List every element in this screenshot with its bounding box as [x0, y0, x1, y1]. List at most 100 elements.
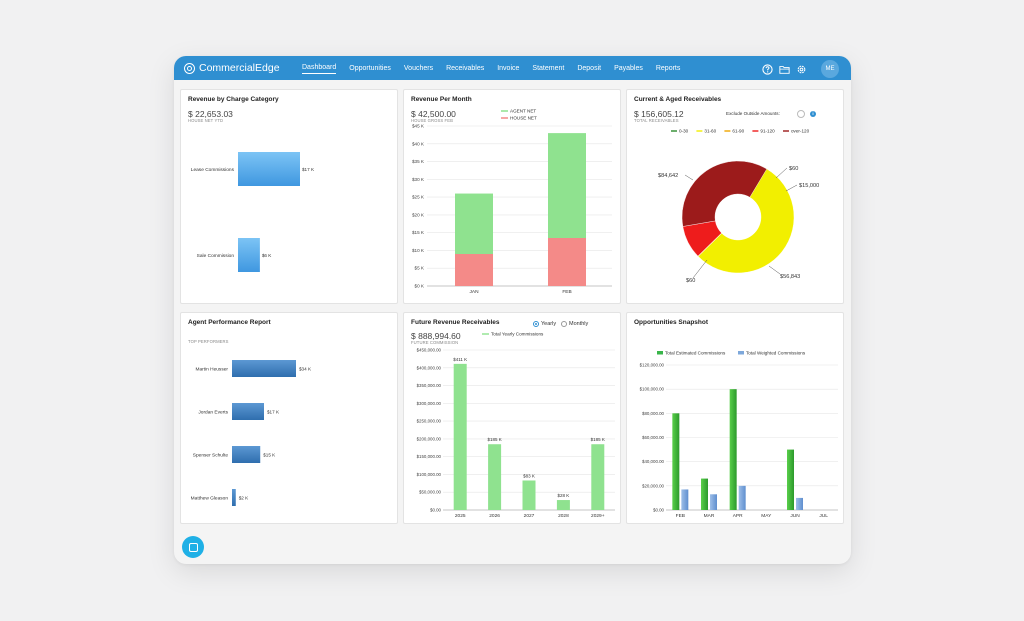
chat-icon[interactable]: [182, 536, 204, 558]
folder-icon[interactable]: [779, 64, 790, 75]
top-performers-label: TOP PERFORMERS: [188, 339, 229, 344]
current-aged-receivables-card: Current & Aged Receivables $ 156,605.12 …: [626, 89, 844, 304]
donut-data-label: $56,843: [780, 274, 800, 280]
revenue-per-month-card: Revenue Per Month $ 42,500.00 HOUSE GROS…: [403, 89, 621, 304]
revenue-by-charge-chart: Lease Commissions $17 K Sale Commission $6 …: [191, 152, 315, 272]
radio-monthly[interactable]: Monthly: [561, 321, 588, 327]
bar-data-label: $28 K: [558, 493, 570, 498]
revenue-per-month-chart: $0 K $5 K $10 K $15 K $20 K $25 K $30 K $35 K $4…: [412, 109, 612, 295]
nav-icon-group: ME: [762, 60, 839, 78]
donut-slice-over-120: [681, 160, 768, 227]
legend-label-house-net: HOUSE NET: [510, 116, 537, 121]
y-tick-label: $20 K: [412, 212, 425, 217]
house-net-sublabel: HOUSE NET YTD: [188, 118, 224, 123]
bar-category-label: Sale Commission: [197, 253, 235, 259]
gear-icon[interactable]: [796, 64, 807, 75]
donut-data-label: $84,642: [658, 173, 678, 179]
bar-data-label: $185 K: [591, 437, 605, 442]
nav-item-vouchers[interactable]: Vouchers: [403, 64, 434, 72]
card-title: Revenue Per Month: [411, 96, 472, 103]
agent-value-label: $17 K: [267, 409, 280, 414]
bar-0: [238, 152, 300, 186]
future-bar-2025: [453, 363, 467, 510]
legend-label-61-90: 61-90: [732, 129, 744, 134]
y-tick-label: $40 K: [412, 141, 425, 146]
legend-label: Total Yearly Commissions: [491, 332, 544, 337]
x-tick-label: JUL: [819, 513, 828, 519]
radio-monthly-label: Monthly: [569, 321, 589, 327]
y-tick-label: $0 K: [415, 284, 425, 289]
radio-monthly-dot: [561, 321, 567, 327]
nav-menu: Dashboard Opportunities Vouchers Receivable…: [302, 62, 680, 74]
y-tick-label: $20,000.00: [642, 483, 665, 488]
nav-item-receivables[interactable]: Receivables: [446, 64, 485, 72]
donut-slice-31-60: [697, 168, 795, 274]
card-title: Revenue by Charge Category: [188, 96, 279, 103]
nav-item-deposit[interactable]: Deposit: [577, 64, 602, 72]
y-tick-label: $0.00: [653, 508, 665, 513]
y-tick-label: $5 K: [415, 266, 425, 271]
x-tick-label: 2029+: [591, 513, 605, 519]
agent-bar-2: [232, 446, 261, 463]
total-receivables-sublabel: TOTAL RECEIVABLES: [634, 118, 679, 123]
x-tick-label: 2026: [489, 513, 500, 519]
bar-data-label: $411 K: [453, 357, 467, 362]
revenue-by-charge-card: Revenue by Charge Category $ 22,653.03 H…: [180, 89, 398, 304]
agent-name-label: Jordan Everts: [198, 409, 228, 415]
bar-estimated-APR: [729, 389, 737, 510]
agent-performance-chart: Martin Heusser $34 K Jordan Everts $17 K Spe…: [191, 360, 312, 506]
bar-house-net: [455, 254, 493, 286]
card-title: Agent Performance Report: [188, 319, 271, 326]
x-tick-label: MAY: [761, 513, 772, 519]
y-tick-label: $10 K: [412, 248, 425, 253]
legend-swatch-weighted: [738, 351, 744, 355]
future-bar-2029+: [591, 444, 605, 510]
y-tick-label: $80,000.00: [642, 411, 665, 416]
y-tick-label: $120,000.00: [640, 363, 665, 368]
radio-yearly[interactable]: Yearly: [533, 321, 556, 327]
bar-weighted-JUN: [796, 497, 803, 510]
y-tick-label: $250,000.00: [417, 419, 442, 424]
x-tick-label: APR: [733, 513, 743, 519]
nav-item-statement[interactable]: Statement: [532, 64, 565, 72]
bar-agent-net: [455, 193, 493, 254]
bar-data-label: $83 K: [523, 473, 535, 478]
user-avatar[interactable]: ME: [821, 60, 839, 78]
donut-leader-line: [785, 184, 798, 192]
y-tick-label: $450,000.00: [417, 348, 442, 353]
card-title: Current & Aged Receivables: [634, 96, 722, 103]
nav-item-dashboard[interactable]: Dashboard: [302, 62, 337, 74]
bar-estimated-MAR: [701, 478, 708, 510]
agent-value-label: $2 K: [239, 495, 249, 500]
nav-item-reports[interactable]: Reports: [655, 64, 681, 72]
help-circle-icon[interactable]: [762, 63, 773, 75]
bar-estimated-FEB: [672, 413, 680, 510]
donut-leader-line: [684, 174, 694, 181]
x-tick-label: JUN: [790, 513, 800, 519]
bar-category-label: Lease Commissions: [191, 167, 235, 173]
y-tick-label: $60,000.00: [642, 435, 665, 440]
exclude-outside-toggle[interactable]: [797, 110, 805, 118]
future-commission-sublabel: FUTURE COMMISSION: [411, 340, 459, 345]
radio-yearly-label: Yearly: [541, 321, 557, 327]
house-gross-sublabel: HOUSE GROSS FEB: [411, 118, 453, 123]
info-icon[interactable]: i: [810, 111, 816, 117]
nav-item-payables[interactable]: Payables: [614, 64, 643, 72]
x-tick-label: 2027: [524, 513, 535, 519]
agent-bar-0: [232, 360, 296, 377]
brand-logo[interactable]: CommercialEdge: [184, 62, 290, 74]
nav-item-opportunities[interactable]: Opportunities: [349, 64, 391, 72]
nav-item-invoice[interactable]: Invoice: [497, 64, 520, 72]
y-tick-label: $100,000.00: [417, 472, 442, 477]
bar-estimated-JUN: [787, 449, 794, 510]
donut-leader-line: [768, 265, 781, 275]
y-tick-label: $35 K: [412, 159, 425, 164]
bar-house-net: [548, 238, 586, 286]
x-tick-label: MAR: [704, 513, 715, 519]
brand-name: CommercialEdge: [199, 62, 280, 74]
legend-label-0-30: 0-30: [679, 129, 689, 134]
card-title: Future Revenue Receivables: [411, 319, 500, 326]
house-net-amount: $ 22,653.03: [188, 109, 233, 119]
future-revenue-chart: $0.00 $50,000.00 $100,000.00 $150,000.00 $20…: [417, 332, 615, 519]
opportunities-snapshot-card: Opportunities Snapshot $0.00 $20,000.00 $4…: [626, 312, 844, 524]
